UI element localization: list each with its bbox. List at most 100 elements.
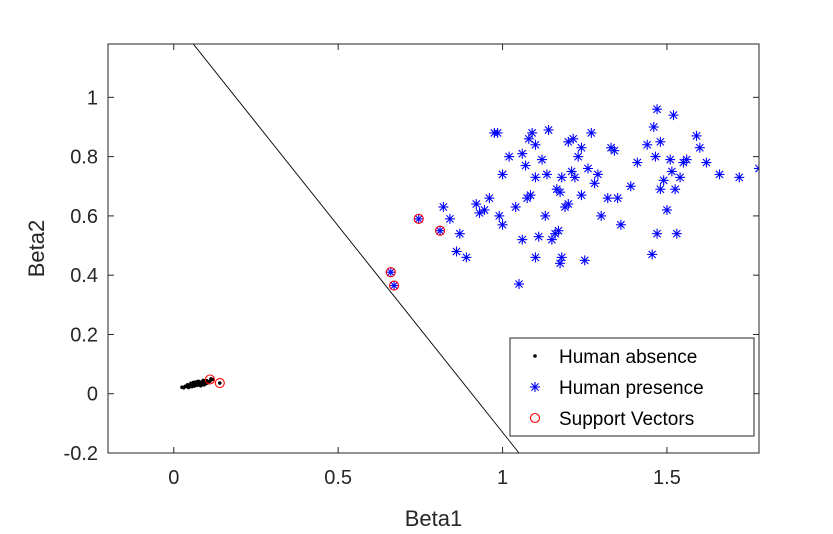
legend-label-human-absence: Human absence (559, 347, 697, 368)
y-tick-label: 0.4 (70, 265, 98, 287)
data-point (671, 228, 682, 239)
data-point (494, 210, 505, 221)
data-point (714, 169, 725, 180)
data-point (474, 207, 485, 218)
y-tick-label: 0 (87, 384, 98, 406)
data-point (471, 199, 482, 210)
data-point (555, 258, 566, 269)
data-point (413, 213, 424, 224)
data-point (451, 246, 462, 257)
data-point (530, 252, 541, 263)
legend-marker-human-absence (533, 354, 537, 358)
data-point (602, 193, 613, 204)
y-tick-label: 1 (87, 87, 98, 109)
data-point (553, 225, 564, 236)
series-human-absence (180, 377, 222, 390)
data-point (576, 142, 587, 153)
legend-marker-support-vectors (529, 412, 541, 424)
decision-boundary-line (192, 44, 520, 453)
data-point (734, 172, 745, 183)
data-point (533, 231, 544, 242)
x-tick-label: 1.5 (653, 467, 681, 489)
data-point (642, 139, 653, 150)
data-point (658, 175, 669, 186)
data-point (541, 169, 552, 180)
data-point (681, 154, 692, 165)
data-point (632, 157, 643, 168)
data-point (652, 228, 663, 239)
data-point (650, 151, 661, 162)
data-point (204, 374, 215, 385)
data-point (385, 267, 396, 278)
data-point (537, 154, 547, 165)
data-point (670, 184, 681, 195)
plot-frame (107, 43, 760, 454)
y-tick-label: 0.8 (70, 147, 98, 169)
data-point (555, 187, 566, 198)
data-point (214, 378, 225, 389)
legend-label-support-vectors: Support Vectors (559, 409, 694, 430)
data-point (691, 130, 702, 141)
data-point (520, 160, 531, 171)
data-point (583, 163, 594, 174)
data-point (661, 204, 672, 215)
data-point (389, 280, 400, 291)
data-point (517, 234, 528, 245)
y-tick-label: -0.2 (64, 443, 98, 465)
data-point (586, 127, 597, 138)
x-axis-label: Beta1 (405, 506, 463, 531)
data-point (510, 202, 521, 213)
data-point (479, 204, 490, 215)
data-point (647, 249, 658, 260)
legend-box (509, 337, 755, 437)
data-point (540, 210, 551, 221)
data-point (556, 252, 567, 263)
data-point (573, 151, 584, 162)
data-point (438, 202, 449, 213)
data-point (497, 169, 508, 180)
data-point (615, 219, 626, 230)
series-human-presence (385, 104, 759, 291)
data-point (388, 280, 400, 291)
data-point (497, 219, 508, 230)
data-point (530, 139, 541, 150)
data-point (625, 181, 636, 192)
data-point (701, 157, 712, 168)
data-point (385, 267, 396, 278)
data-point (596, 210, 607, 221)
data-point (666, 166, 677, 177)
data-point (454, 228, 465, 239)
data-point (530, 172, 541, 183)
data-point (668, 110, 679, 121)
x-tick-label: 0.5 (324, 467, 352, 489)
data-point (492, 127, 503, 138)
data-point (568, 133, 579, 144)
data-point (444, 213, 455, 224)
data-point (556, 172, 567, 183)
data-point (576, 190, 587, 201)
data-point (504, 151, 515, 162)
y-tick-label: 0.6 (70, 206, 98, 228)
data-point (754, 163, 759, 174)
data-point (589, 178, 600, 189)
data-point (675, 172, 686, 183)
data-point (523, 133, 534, 144)
data-point (569, 172, 580, 183)
data-point (525, 190, 536, 201)
x-tick-label: 0 (168, 467, 179, 489)
y-tick-label: 0.2 (70, 324, 98, 346)
data-point (609, 145, 620, 156)
data-point (527, 127, 538, 138)
legend-label-human-presence: Human presence (559, 378, 704, 399)
data-point (461, 252, 472, 263)
data-point (563, 136, 574, 147)
data-point (517, 148, 528, 159)
data-point (210, 377, 215, 382)
data-point (513, 279, 524, 290)
data-point (563, 199, 574, 210)
data-point (579, 255, 590, 266)
data-point (484, 193, 495, 204)
data-point (435, 225, 446, 236)
y-axis-label: Beta2 (24, 220, 49, 278)
